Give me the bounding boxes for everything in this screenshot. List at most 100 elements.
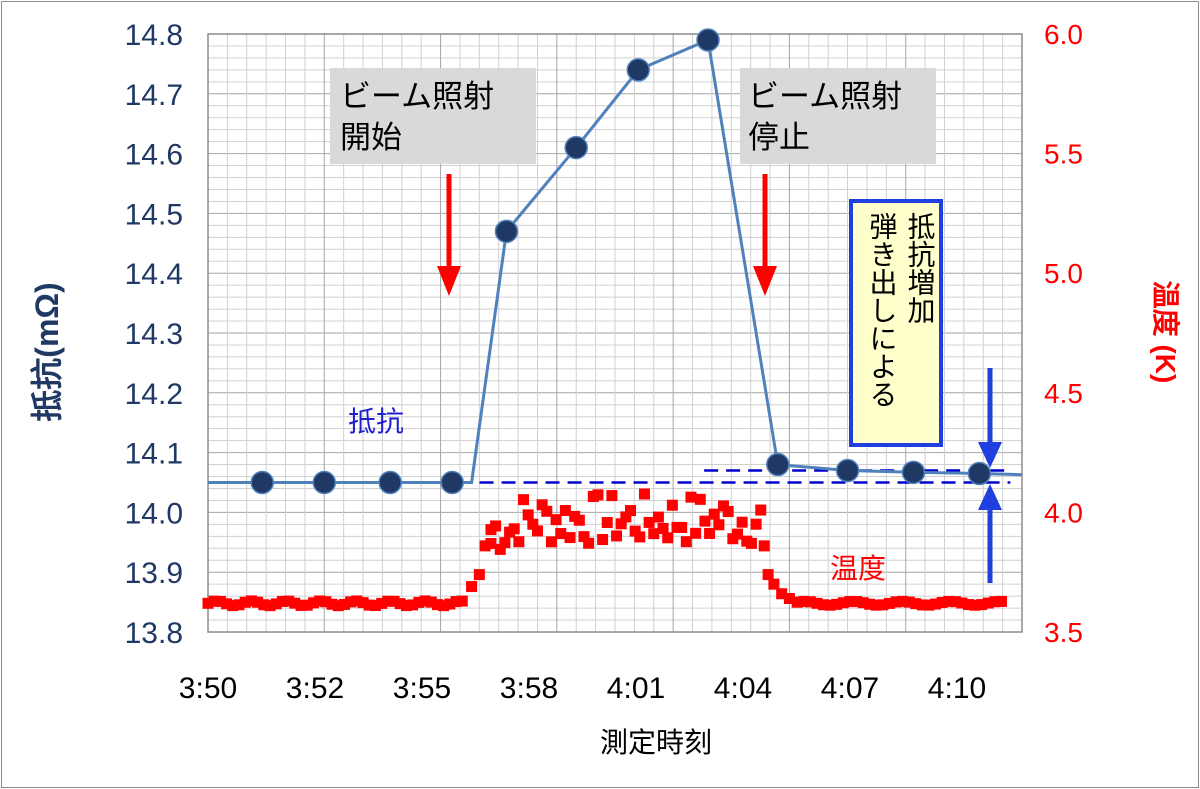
temperature-point: [479, 540, 491, 552]
temperature-point: [611, 530, 623, 542]
temperature-point: [564, 532, 576, 544]
temperature-point: [989, 596, 1001, 608]
resistance-point: [626, 58, 651, 82]
temperature-point: [680, 536, 692, 548]
temperature-point: [456, 595, 468, 607]
resistance-point: [766, 452, 790, 477]
temperature-point: [276, 595, 288, 607]
x-tick-label: 3:50: [179, 672, 237, 705]
x-tick-label: 3:55: [393, 672, 451, 705]
temperature-point: [338, 598, 350, 610]
temperature-point: [638, 488, 650, 500]
y-left-tick-label: 14.0: [125, 497, 183, 530]
temperature-point: [438, 600, 450, 612]
x-tick-label: 4:01: [607, 672, 665, 705]
temperature-point: [791, 596, 803, 608]
resistance-series: [208, 28, 1023, 495]
temperature-point: [864, 598, 876, 610]
resistance-series-label: 抵抗: [348, 406, 404, 437]
plot-area-border: [207, 33, 1023, 633]
temperature-point: [283, 595, 295, 607]
beam-start-label-2: 開始: [340, 120, 402, 155]
temperature-point: [314, 595, 326, 607]
temperature-point: [718, 500, 730, 512]
temperature-point: [264, 600, 276, 612]
beam-stop-label-1: ビーム照射: [748, 79, 902, 114]
temperature-point: [758, 540, 770, 552]
temperature-point: [541, 505, 553, 517]
y-left-tick-label: 14.2: [125, 378, 183, 411]
temperature-point: [963, 599, 975, 611]
y-left-tick-label: 14.3: [125, 318, 183, 351]
temperature-series: [202, 488, 1007, 612]
temperature-point: [320, 596, 332, 608]
temperature-point: [245, 595, 257, 607]
temperature-point: [629, 525, 641, 537]
x-tick-label: 4:04: [714, 672, 772, 705]
temperature-point: [615, 518, 627, 530]
y-left-tick-label: 13.8: [125, 617, 183, 650]
temperature-point: [930, 598, 942, 610]
temperature-point: [400, 600, 412, 612]
resistance-point: [835, 458, 860, 483]
temperature-point: [620, 511, 632, 523]
temperature-point: [559, 505, 571, 517]
temperature-point: [736, 516, 748, 528]
temperature-point: [824, 599, 836, 611]
temperature-point: [722, 506, 734, 518]
temperature-point: [768, 578, 780, 590]
temperature-point: [518, 494, 530, 506]
temperature-point: [351, 595, 363, 607]
temperature-point: [685, 491, 697, 503]
temperature-point: [731, 528, 743, 540]
x-tick-label: 3:58: [500, 672, 558, 705]
x-tick-label: 3:52: [286, 672, 344, 705]
temperature-point: [634, 531, 646, 543]
temperature-point: [431, 599, 443, 611]
tick-labels: 13.8 13.9 14.0 14.1 14.2 14.3 14.4 14.5 14.6 14.7…: [125, 19, 1083, 705]
axes: [207, 33, 1023, 633]
temperature-point: [307, 597, 319, 609]
temperature-point: [837, 597, 849, 609]
temperature-point: [490, 520, 502, 532]
resistance-point: [967, 461, 992, 486]
temperature-point: [301, 599, 313, 611]
displacement-note-line-2: 抵抗増加: [905, 212, 936, 324]
temperature-point: [897, 595, 909, 607]
resistance-increase-arrow: [978, 368, 1002, 583]
temperature-point: [690, 527, 702, 539]
temperature-point: [578, 531, 590, 543]
temperature-point: [776, 588, 788, 600]
temperature-point: [227, 600, 239, 612]
annotations: ビーム照射 開始 ビーム照射 停止 弾き出しによる 抵抗増加 抵抗 温度: [330, 68, 1002, 584]
temperature-point: [450, 596, 462, 608]
temperature-point: [466, 581, 478, 593]
y-left-tick-label: 14.5: [125, 198, 183, 231]
temperature-point: [877, 599, 889, 611]
temperature-point: [708, 508, 720, 520]
temperature-point: [382, 595, 394, 607]
x-axis-title: 測定時刻: [600, 727, 712, 758]
x-tick-label: 4:07: [821, 672, 879, 705]
temperature-point: [844, 596, 856, 608]
temperature-point: [704, 527, 716, 539]
temperature-point: [363, 599, 375, 611]
temperature-point: [662, 532, 674, 544]
resistance-point: [564, 135, 588, 160]
displacement-note-box: [849, 199, 943, 447]
temperature-point: [995, 595, 1007, 607]
temperature-point: [419, 595, 431, 607]
temperature-point: [485, 537, 497, 549]
resistance-point: [696, 28, 720, 52]
temperature-point: [890, 596, 902, 608]
temperature-point: [394, 598, 406, 610]
temperature-point: [783, 593, 795, 605]
resistance-point: [312, 470, 337, 495]
temperature-point: [916, 599, 928, 611]
temperature-point: [657, 523, 669, 535]
temperature-point: [583, 537, 595, 549]
temperature-point: [976, 599, 988, 611]
temperature-point: [425, 596, 437, 608]
resistance-point: [440, 470, 464, 495]
